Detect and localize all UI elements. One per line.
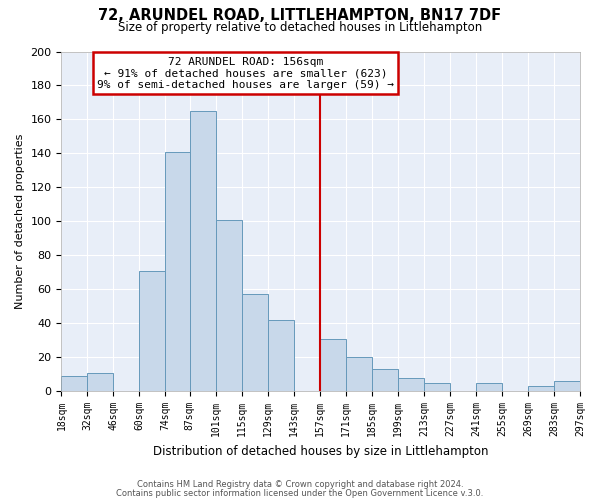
Bar	[166, 152, 190, 391]
Bar	[528, 386, 554, 391]
Bar	[372, 369, 398, 391]
Text: Contains HM Land Registry data © Crown copyright and database right 2024.: Contains HM Land Registry data © Crown c…	[137, 480, 463, 489]
Bar	[320, 338, 346, 391]
Bar	[398, 378, 424, 391]
Text: Size of property relative to detached houses in Littlehampton: Size of property relative to detached ho…	[118, 21, 482, 34]
Text: Contains public sector information licensed under the Open Government Licence v.: Contains public sector information licen…	[116, 488, 484, 498]
Bar	[139, 270, 166, 391]
Text: 72, ARUNDEL ROAD, LITTLEHAMPTON, BN17 7DF: 72, ARUNDEL ROAD, LITTLEHAMPTON, BN17 7D…	[98, 8, 502, 22]
Text: 72 ARUNDEL ROAD: 156sqm
← 91% of detached houses are smaller (623)
9% of semi-de: 72 ARUNDEL ROAD: 156sqm ← 91% of detache…	[97, 56, 394, 90]
Bar	[268, 320, 294, 391]
Bar	[61, 376, 88, 391]
Y-axis label: Number of detached properties: Number of detached properties	[15, 134, 25, 309]
Bar	[346, 357, 372, 391]
Bar	[215, 220, 242, 391]
Bar	[424, 382, 450, 391]
Bar	[476, 382, 502, 391]
X-axis label: Distribution of detached houses by size in Littlehampton: Distribution of detached houses by size …	[153, 444, 488, 458]
Bar	[242, 294, 268, 391]
Bar	[88, 372, 113, 391]
Bar	[554, 381, 580, 391]
Bar	[190, 111, 215, 391]
